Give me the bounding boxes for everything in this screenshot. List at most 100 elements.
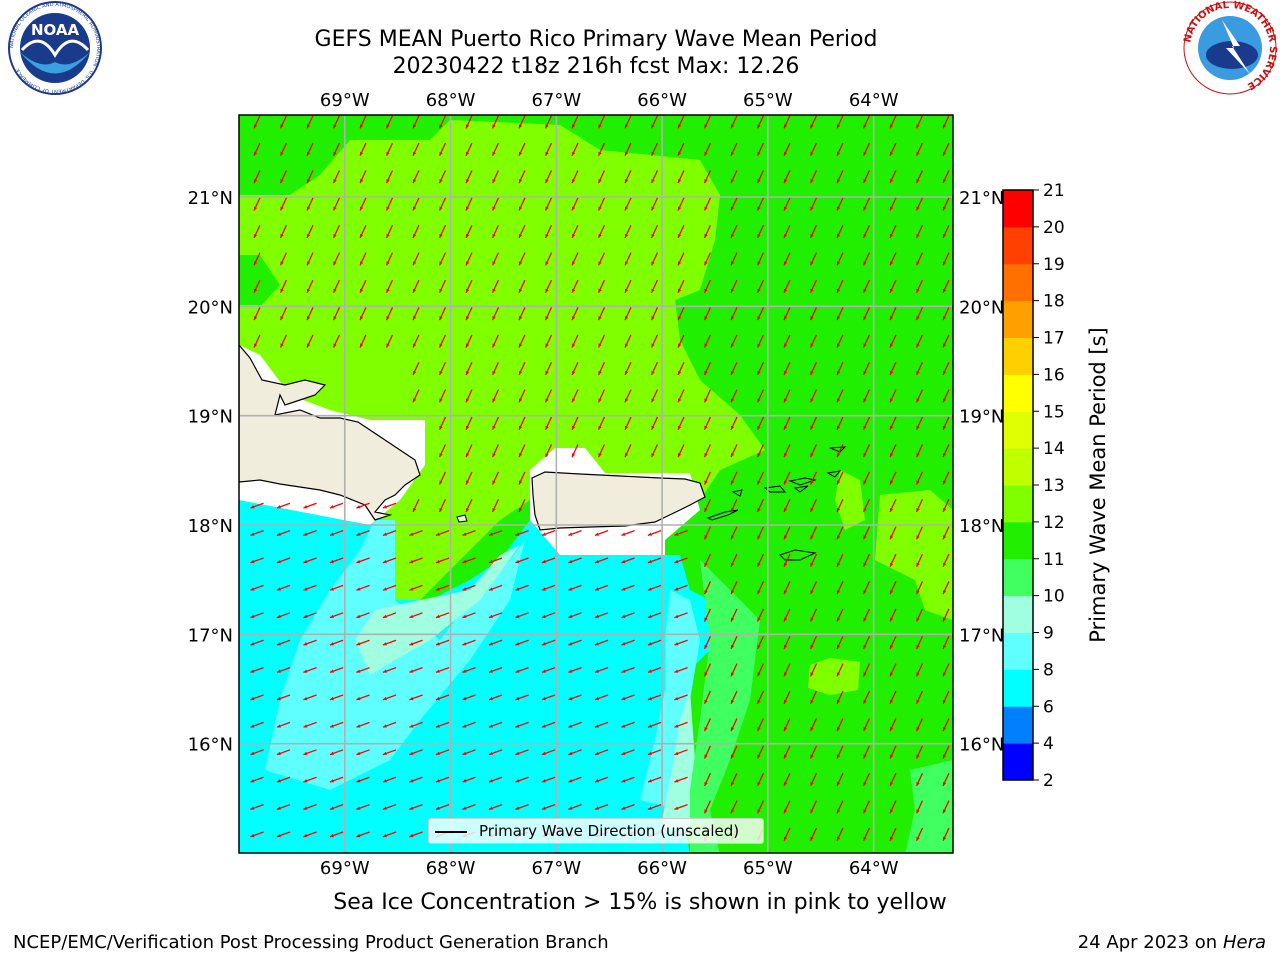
wave-arrow-head <box>253 151 258 156</box>
wave-arrow-head <box>621 751 626 755</box>
wave-arrow-head <box>730 699 735 704</box>
wave-arrow-head <box>329 669 334 673</box>
lat-label-left: 20°N <box>188 297 233 318</box>
wave-arrow-head <box>435 587 440 591</box>
wave-arrow-head <box>518 288 523 293</box>
wave-arrow-head <box>810 727 814 732</box>
wave-arrow-head <box>730 754 735 759</box>
wave-arrow-head <box>412 507 417 512</box>
wave-arrow-head <box>382 751 387 755</box>
wave-arrow-head <box>276 779 281 783</box>
wave-arrow-head <box>783 535 788 540</box>
wave-arrow-head <box>276 751 281 755</box>
wave-arrow-head <box>594 669 599 673</box>
wave-arrow-head <box>329 779 334 783</box>
wave-arrow-head <box>253 206 258 211</box>
lat-label-right: 20°N <box>959 297 1004 318</box>
wave-arrow-head <box>382 779 387 783</box>
wave-arrow-head <box>730 672 735 677</box>
wave-arrow-head <box>889 425 894 430</box>
wave-arrow-head <box>704 453 708 458</box>
wave-arrow-head <box>276 833 281 838</box>
colorbar-swatch <box>1003 448 1033 486</box>
wave-arrow-head <box>621 779 626 783</box>
land-virgin-islands <box>763 446 847 561</box>
wave-arrow-head <box>730 781 735 786</box>
wave-arrow-head <box>276 532 281 536</box>
wave-arrow-head <box>757 179 761 184</box>
wave-arrow-head <box>674 642 679 646</box>
wave-arrow-head <box>810 562 814 567</box>
wave-arrow-head <box>916 425 920 430</box>
wave-arrow-head <box>571 370 576 375</box>
wave-arrow-head <box>783 590 788 595</box>
wave-arrow-head <box>594 724 599 728</box>
wave-arrow-head <box>757 809 761 814</box>
wave-arrow-head <box>518 124 523 129</box>
wave-arrow-head <box>704 206 708 211</box>
wave-arrow-head <box>942 233 947 238</box>
wave-arrow-head <box>303 532 308 536</box>
wave-arrow-head <box>280 124 284 129</box>
wave-arrow-head <box>889 233 894 238</box>
wave-arrow-head <box>439 398 443 403</box>
wave-arrow-head <box>889 151 894 156</box>
wave-arrow-head <box>757 425 761 430</box>
wave-arrow-head <box>435 614 440 618</box>
wave-arrow-head <box>250 696 255 701</box>
wave-arrow-head <box>916 343 920 348</box>
colorbar-swatch <box>1003 558 1033 597</box>
wave-arrow-head <box>541 669 546 673</box>
wave-arrow-head <box>916 261 920 266</box>
wave-arrow-head <box>594 751 599 755</box>
wave-arrow-head <box>329 505 334 509</box>
wave-arrow-head <box>942 617 947 622</box>
wave-arrow-head <box>783 398 788 403</box>
wave-arrow-head <box>624 261 629 266</box>
lon-label-bottom: 69°W <box>320 858 370 879</box>
wave-arrow-head <box>571 343 576 348</box>
wave-arrow-head <box>757 261 761 266</box>
wave-arrow-head <box>488 587 493 591</box>
wave-arrow-head <box>545 453 549 458</box>
wave-arrow-head <box>647 806 652 810</box>
wave-arrow-head <box>889 727 894 732</box>
wave-arrow-head <box>942 261 947 266</box>
wave-arrow-head <box>783 617 788 622</box>
wave-arrow-head <box>386 206 390 211</box>
wave-arrow-head <box>677 288 682 293</box>
wave-arrow-head <box>568 806 573 810</box>
wave-arrow-head <box>704 233 708 238</box>
wave-arrow-head <box>783 562 788 567</box>
wave-arrow-head <box>916 781 920 786</box>
wave-arrow-head <box>518 316 523 321</box>
wave-arrow-head <box>333 151 337 156</box>
wave-arrow-head <box>303 833 308 838</box>
wave-arrow-head <box>674 779 679 783</box>
wave-arrow-head <box>439 480 443 485</box>
lat-label-left: 17°N <box>188 625 233 646</box>
wave-arrow-head <box>836 480 841 485</box>
colorbar-swatch <box>1003 485 1033 523</box>
wave-arrow-head <box>462 642 467 646</box>
wave-arrow-head <box>571 316 576 321</box>
wave-arrow-head <box>942 727 947 732</box>
wave-arrow-head <box>250 669 255 673</box>
colorbar-swatch <box>1003 743 1033 781</box>
wave-arrow-head <box>465 233 470 238</box>
wave-arrow-head <box>783 316 788 321</box>
wave-arrow-head <box>518 233 523 238</box>
wave-arrow-head <box>439 453 443 458</box>
wave-arrow-head <box>598 343 602 348</box>
wave-arrow-head <box>730 233 735 238</box>
wave-arrow-head <box>594 642 599 646</box>
wave-arrow-head <box>836 316 841 321</box>
wave-arrow-head <box>757 398 761 403</box>
wave-arrow-head <box>704 179 708 184</box>
wave-arrow-head <box>889 590 894 595</box>
wave-arrow-head <box>916 233 920 238</box>
wave-arrow-head <box>889 781 894 786</box>
wave-arrow-head <box>942 781 947 786</box>
wave-arrow-head <box>730 562 735 567</box>
